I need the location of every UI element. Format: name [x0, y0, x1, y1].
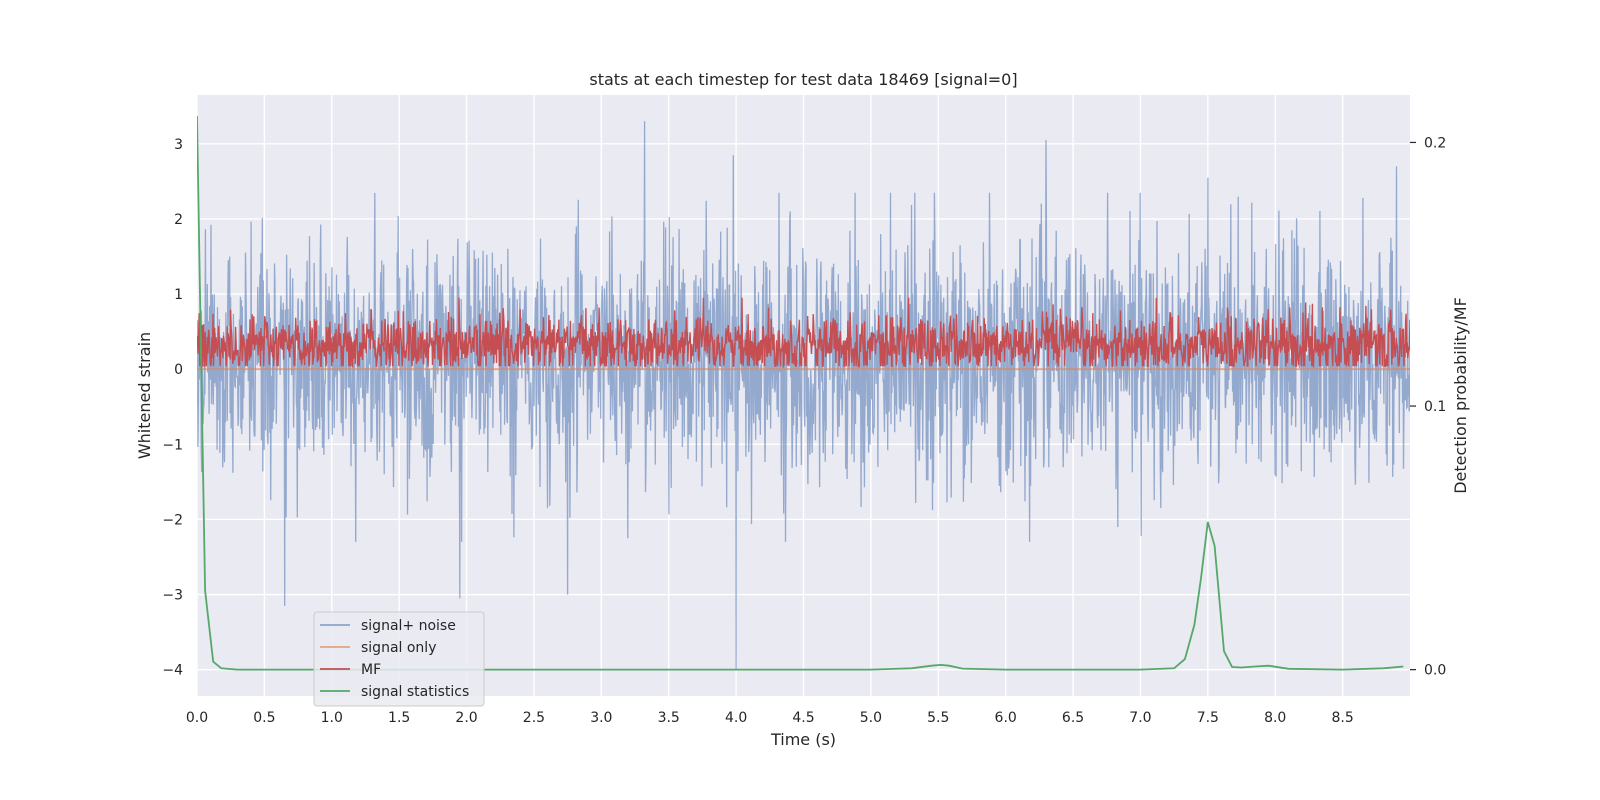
y-left-tick-label-7: −4: [162, 663, 183, 679]
y-left-tick-label-0: 3: [174, 137, 183, 153]
y-left-tick-label-3: 0: [174, 362, 183, 378]
axes: 0.0 0.5 1.0 1.5 2.0 2.5 3.0 3.5 4.0 4.5 5.0 5.5 6.0 6…: [162, 135, 1446, 726]
legend-label-signal-statistics: signal statistics: [361, 684, 469, 700]
legend: signal+ noise signal only MF signal stat…: [313, 611, 485, 707]
x-axis-label: Time (s): [770, 730, 836, 749]
legend-entry-signal-statistics: signal statistics: [320, 684, 469, 700]
x-tick-label-8: 4.0: [725, 710, 747, 726]
x-tick-label-10: 5.0: [860, 710, 882, 726]
y-left-tick-label-1: 2: [174, 212, 183, 228]
legend-label-mf: MF: [361, 662, 381, 678]
line-mf: [197, 297, 1410, 369]
x-tick-label-14: 7.0: [1129, 710, 1151, 726]
x-tick-label-0: 0.0: [186, 710, 208, 726]
legend-entry-mf: MF: [320, 662, 381, 678]
y-axis-label-right: Detection probability/MF: [1451, 297, 1470, 494]
x-tick-label-6: 3.0: [590, 710, 612, 726]
line-signal-noise: [197, 121, 1410, 670]
x-tick-label-16: 8.0: [1264, 710, 1286, 726]
x-tick-label-15: 7.5: [1197, 710, 1219, 726]
x-tick-label-17: 8.5: [1331, 710, 1353, 726]
x-tick-label-13: 6.5: [1062, 710, 1084, 726]
y-left-tick-label-4: −1: [162, 437, 183, 453]
x-tick-label-4: 2.0: [455, 710, 477, 726]
legend-label-signal-noise: signal+ noise: [361, 618, 456, 634]
series-signal-statistics: [197, 116, 1404, 671]
x-tick-label-1: 0.5: [253, 710, 275, 726]
y-left-tick-label-2: 1: [174, 287, 183, 303]
series-layer: [197, 116, 1410, 671]
legend-box: [313, 611, 485, 707]
y-right-tick-label-2: 0.0: [1424, 663, 1446, 679]
y-right-tick-label-0: 0.2: [1424, 135, 1446, 151]
x-tick-label-3: 1.5: [388, 710, 410, 726]
y-left-tick-label-6: −3: [162, 588, 183, 604]
series-mf: [197, 297, 1410, 369]
line-signal-statistics: [197, 116, 1404, 671]
y-right-tick-label-1: 0.1: [1424, 399, 1446, 415]
x-tick-label-7: 3.5: [658, 710, 680, 726]
y-axis-label-left: Whitened strain: [135, 332, 154, 459]
x-tick-label-2: 1.0: [321, 710, 343, 726]
y-left-tick-label-5: −2: [162, 512, 183, 528]
x-tick-label-5: 2.5: [523, 710, 545, 726]
x-tick-label-11: 5.5: [927, 710, 949, 726]
x-tick-label-12: 6.0: [995, 710, 1017, 726]
legend-entry-signal-only: signal only: [320, 640, 436, 656]
legend-label-signal-only: signal only: [361, 640, 436, 656]
x-tick-label-9: 4.5: [792, 710, 814, 726]
chart-title: stats at each timestep for test data 184…: [589, 70, 1017, 89]
series-signal-noise: [197, 121, 1410, 670]
legend-entry-signal-noise: signal+ noise: [320, 618, 456, 634]
